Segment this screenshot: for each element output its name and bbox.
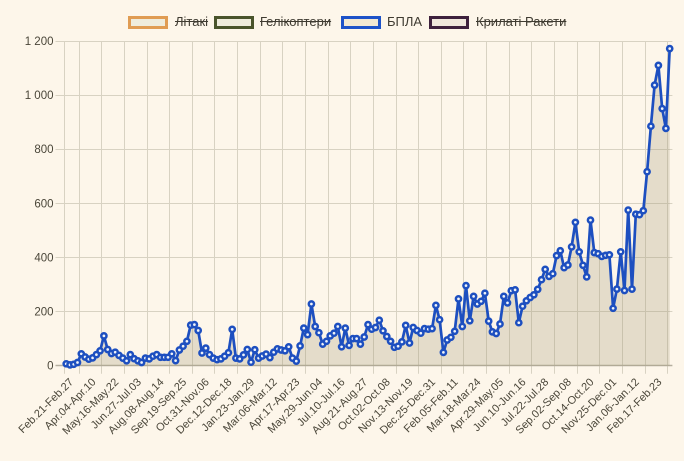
- svg-text:1 200: 1 200: [25, 36, 54, 48]
- svg-text:0: 0: [47, 361, 53, 373]
- svg-text:200: 200: [34, 307, 53, 319]
- svg-text:600: 600: [34, 198, 53, 210]
- svg-text:1 000: 1 000: [25, 90, 54, 102]
- svg-text:800: 800: [34, 144, 53, 156]
- svg-text:400: 400: [34, 253, 53, 265]
